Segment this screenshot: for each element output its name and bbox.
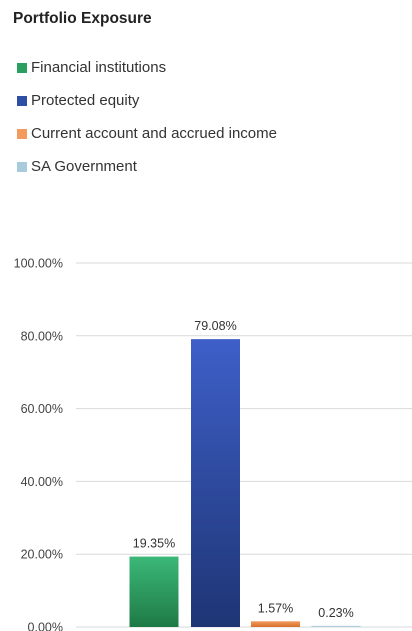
bar-protected-equity <box>191 339 240 627</box>
legend-item-current-account: Current account and accrued income <box>17 117 277 150</box>
data-label-financial-institutions: 19.35% <box>133 537 175 551</box>
y-tick-label-100: 100.00% <box>14 257 63 271</box>
legend-label-sa-government: SA Government <box>31 158 137 175</box>
data-label-protected-equity: 79.08% <box>194 319 236 333</box>
bar-current-account-and-accrued-income <box>251 621 300 627</box>
legend-swatch-sa-government <box>17 161 27 172</box>
bars <box>129 339 361 627</box>
y-tick-label-80: 80.00% <box>21 329 63 343</box>
y-axis-tick-labels: 0.00% 20.00% 40.00% 60.00% 80.00% 100.00% <box>14 257 63 631</box>
legend-item-protected-equity: Protected equity <box>17 84 277 117</box>
y-tick-label-20: 20.00% <box>21 548 63 562</box>
data-label-sa-government: 0.23% <box>318 606 353 620</box>
legend-item-sa-government: SA Government <box>17 150 277 183</box>
gridlines <box>76 262 412 628</box>
legend-swatch-protected-equity <box>17 95 27 106</box>
legend-label-protected-equity: Protected equity <box>31 92 140 109</box>
data-labels: 19.35% 79.08% 1.57% 0.23% <box>133 319 354 620</box>
y-tick-label-60: 60.00% <box>21 402 63 416</box>
bar-sa-government <box>311 625 361 627</box>
y-tick-label-0: 0.00% <box>28 621 63 631</box>
legend-label-current-account: Current account and accrued income <box>31 125 277 142</box>
data-label-current-account-and-accrued-income: 1.57% <box>258 601 293 615</box>
bar-financial-institutions <box>129 556 179 627</box>
legend-item-financial-institutions: Financial institutions <box>17 51 277 84</box>
legend-swatch-current-account <box>17 128 27 139</box>
legend-swatch-financial-institutions <box>17 62 27 73</box>
chart-title: Portfolio Exposure <box>13 10 152 27</box>
chart-legend: Financial institutions Protected equity … <box>17 51 277 183</box>
legend-label-financial-institutions: Financial institutions <box>31 59 167 76</box>
y-tick-label-40: 40.00% <box>21 475 63 489</box>
